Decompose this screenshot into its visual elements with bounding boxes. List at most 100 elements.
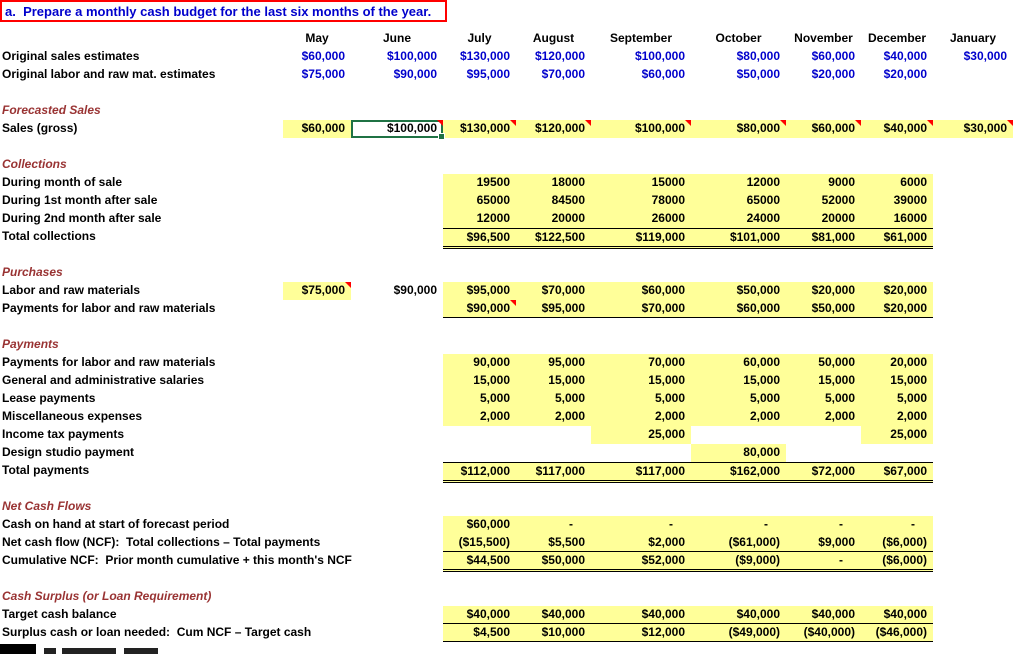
column-header-may[interactable]: May [305,31,329,45]
row-label[interactable]: Miscellaneous expenses [2,409,143,423]
cell[interactable] [933,174,1013,192]
row-label[interactable]: Payments for labor and raw materials [2,301,216,315]
cell[interactable]: $44,500 [443,552,516,572]
cell[interactable]: ($6,000) [861,534,933,552]
cell[interactable]: $40,000 [443,606,516,624]
cell[interactable]: $61,000 [861,228,933,249]
cell[interactable]: $4,500 [443,624,516,644]
row-label[interactable]: Sales (gross) [2,121,78,135]
cell[interactable]: 5,000 [861,390,933,408]
cell[interactable] [443,84,516,102]
cell[interactable] [351,174,443,192]
cell[interactable] [283,210,351,228]
cell[interactable] [351,606,443,624]
cell[interactable] [691,102,786,120]
cell[interactable]: 6000 [861,174,933,192]
cell[interactable] [691,336,786,354]
cell[interactable]: $122,500 [516,228,591,249]
cell[interactable] [516,570,591,588]
cell[interactable]: 2,000 [691,408,786,426]
row-label[interactable]: Labor and raw materials [2,283,141,297]
cell[interactable]: 70,000 [591,354,691,372]
cell[interactable] [861,570,933,588]
cell[interactable]: 2,000 [591,408,691,426]
column-header-november[interactable]: November [794,31,853,45]
cell[interactable] [443,426,516,444]
cell[interactable] [786,570,861,588]
cell[interactable]: $12,000 [591,624,691,644]
cell[interactable]: ($61,000) [691,534,786,552]
cell[interactable]: $40,000 [591,606,691,624]
cell[interactable] [786,264,861,282]
cell[interactable] [443,588,516,606]
cell[interactable]: 20000 [516,210,591,228]
cell[interactable]: $75,000 [283,66,351,84]
cell[interactable]: $112,000 [443,462,516,483]
cell[interactable] [933,102,1013,120]
cell[interactable] [861,246,933,264]
row-label[interactable]: Cumulative NCF: Prior month cumulative +… [2,553,352,567]
cell[interactable] [591,498,691,516]
cell[interactable]: $95,000 [516,300,591,318]
cell[interactable] [933,534,1013,552]
cell[interactable]: $117,000 [516,462,591,483]
cell[interactable] [516,102,591,120]
row-label[interactable]: Target cash balance [2,607,117,621]
cell[interactable] [933,552,1013,572]
cell[interactable]: - [861,516,933,534]
cell[interactable]: $50,000 [516,552,591,572]
cell[interactable] [591,102,691,120]
cell[interactable] [351,588,443,606]
cell[interactable] [691,498,786,516]
cell[interactable] [351,372,443,390]
cell[interactable] [283,426,351,444]
cell[interactable] [861,102,933,120]
row-label[interactable] [0,138,283,156]
column-header-october[interactable]: October [715,31,762,45]
cell[interactable]: 18000 [516,174,591,192]
cell[interactable] [516,588,591,606]
cell[interactable] [283,138,351,156]
cell[interactable]: $60,000 [786,120,861,138]
cell[interactable] [933,246,1013,264]
cell[interactable] [691,426,786,444]
selection-fill-handle[interactable] [438,133,445,140]
cell[interactable] [351,534,443,552]
cell[interactable] [933,264,1013,282]
cell[interactable]: 52000 [786,192,861,210]
cell[interactable] [351,570,443,588]
cell[interactable] [786,102,861,120]
cell[interactable] [786,498,861,516]
cell[interactable]: $162,000 [691,462,786,483]
row-label[interactable]: Design studio payment [2,445,135,459]
cell[interactable] [283,84,351,102]
column-header-september[interactable]: September [609,31,673,45]
cell[interactable]: 20000 [786,210,861,228]
cell[interactable]: 15000 [591,174,691,192]
cell[interactable] [861,84,933,102]
cell[interactable]: 15,000 [591,372,691,390]
cell[interactable]: 9000 [786,174,861,192]
cell[interactable] [786,426,861,444]
cell[interactable]: 15,000 [861,372,933,390]
cell[interactable] [443,480,516,498]
cell[interactable] [283,156,351,174]
cell[interactable] [283,390,351,408]
cell[interactable] [691,318,786,336]
cell[interactable] [516,156,591,174]
cell[interactable]: 12000 [691,174,786,192]
cell[interactable] [933,516,1013,534]
cell[interactable]: 2,000 [786,408,861,426]
row-label[interactable] [0,318,283,336]
row-label[interactable] [0,480,283,498]
cell[interactable] [786,156,861,174]
cell[interactable] [443,138,516,156]
cell[interactable]: $130,000 [443,120,516,138]
cell[interactable]: ($40,000) [786,624,861,644]
cell[interactable]: $60,000 [786,48,861,66]
cell[interactable]: 95,000 [516,354,591,372]
cell[interactable] [933,354,1013,372]
cell[interactable] [443,246,516,264]
cell[interactable]: $117,000 [591,462,691,483]
row-label[interactable]: Original labor and raw mat. estimates [2,67,216,81]
